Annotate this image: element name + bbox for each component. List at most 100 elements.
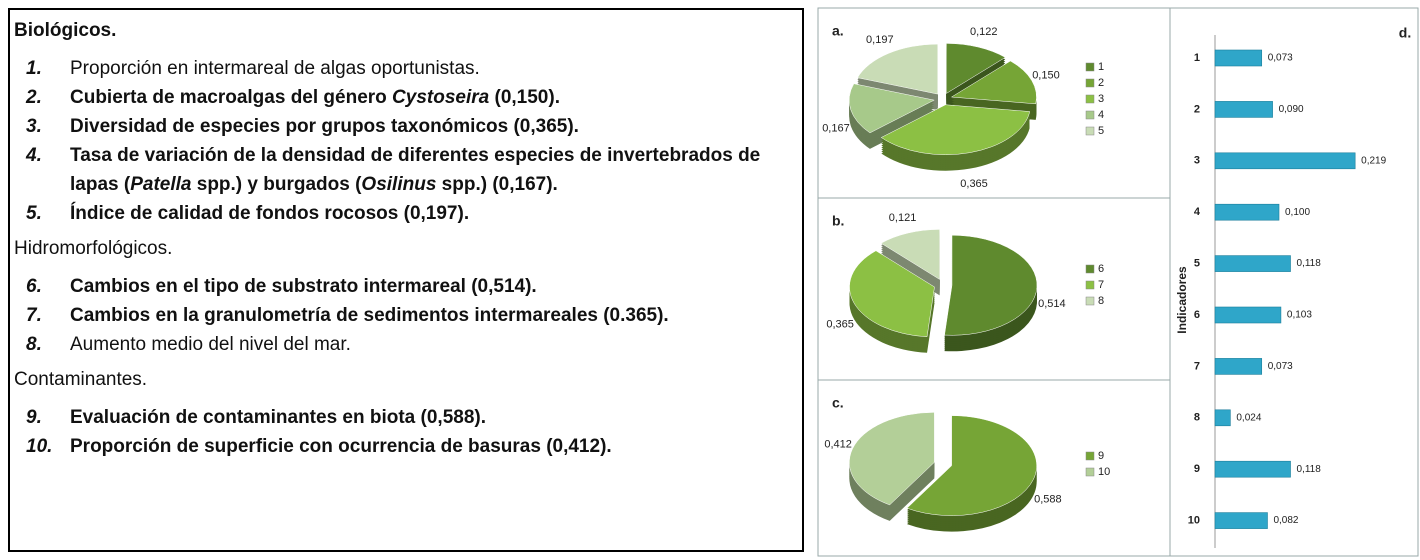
legend-swatch <box>1085 78 1095 88</box>
list-item: 9. Evaluación de contaminantes en biota (… <box>14 403 798 432</box>
text-panel: Biológicos. 1. Proporción en intermareal d… <box>8 8 804 552</box>
item-number: 7. <box>26 305 42 326</box>
pie-slice <box>880 104 1031 155</box>
text-run: Cubierta de macroalgas del género <box>70 87 393 108</box>
item-number: 10. <box>26 436 53 457</box>
legend-label: 4 <box>1098 109 1104 121</box>
bar <box>1214 203 1280 221</box>
list-item: 6. Cambios en el tipo de substrato interm… <box>14 272 798 301</box>
legend-label: 6 <box>1098 263 1104 275</box>
legend-label: 8 <box>1098 295 1104 307</box>
data-label: 0,167 <box>822 122 850 134</box>
text-run: spp.) (0,167). <box>436 174 558 195</box>
data-label: 0,118 <box>1297 464 1322 475</box>
legend-swatch <box>1085 280 1095 290</box>
item-text: Cubierta de macroalgas del género Cystos… <box>70 83 560 112</box>
legend-label: 10 <box>1098 466 1110 478</box>
y-tick-label: 3 <box>1194 155 1200 167</box>
list-item: 2. Cubierta de macroalgas del género Cyst… <box>14 83 798 112</box>
item-text: Tasa de variación de la densidad de dife… <box>70 141 798 199</box>
section-title: Biológicos. <box>14 20 117 41</box>
text-run: Proporción de superficie con ocurrencia … <box>70 436 612 457</box>
item-text: Proporción de superficie con ocurrencia … <box>70 432 612 461</box>
item-text: Aumento medio del nivel del mar. <box>70 330 351 359</box>
data-label: 0,121 <box>889 212 917 224</box>
bar <box>1214 306 1282 324</box>
section: Contaminantes. 9. Evaluación de contaminan… <box>14 369 798 461</box>
legend-swatch <box>1085 94 1095 104</box>
bar <box>1214 358 1263 375</box>
y-tick-label: 1 <box>1194 52 1200 64</box>
pie-slice <box>848 83 935 134</box>
text-run: Cystoseira <box>392 87 490 108</box>
list-item: 3. Diversidad de especies por grupos taxo… <box>14 112 798 141</box>
legend-label: 5 <box>1098 125 1104 137</box>
data-label: 0,103 <box>1287 310 1312 321</box>
y-tick-label: 6 <box>1194 309 1200 321</box>
text-run: Evaluación de contaminantes en biota (0,… <box>70 407 487 428</box>
data-label: 0,090 <box>1279 104 1304 115</box>
bar <box>1214 255 1291 272</box>
data-label: 0,073 <box>1268 361 1293 372</box>
item-number: 1. <box>26 58 42 79</box>
list-item: 4. Tasa de variación de la densidad de di… <box>14 141 798 199</box>
legend-label: 3 <box>1098 93 1104 105</box>
legend-swatch <box>1085 126 1095 136</box>
item-number: 4. <box>26 145 42 166</box>
section-title: Hidromorfológicos. <box>14 238 173 259</box>
item-text: Proporción en intermareal de algas oport… <box>70 54 480 83</box>
text-run: spp.) y burgados ( <box>191 174 362 195</box>
item-text: Cambios en la granulometría de sedimento… <box>70 301 669 330</box>
item-number: 9. <box>26 407 42 428</box>
text-run: Proporción en intermareal de algas oport… <box>70 58 480 79</box>
data-label: 0,588 <box>1034 494 1062 506</box>
data-label: 0,100 <box>1285 207 1310 218</box>
list-item: 5. Índice de calidad de fondos rocosos (0… <box>14 199 798 228</box>
list-item: 8. Aumento medio del nivel del mar. <box>14 330 798 359</box>
legend-swatch <box>1085 296 1095 306</box>
pie-slice <box>849 250 935 338</box>
item-text: Cambios en el tipo de substrato intermar… <box>70 272 537 301</box>
data-label: 0,365 <box>960 178 988 190</box>
item-number: 6. <box>26 276 42 297</box>
bar-frame <box>1169 7 1419 557</box>
y-axis-label: Indicadores <box>1175 266 1189 334</box>
y-tick-label: 5 <box>1194 258 1200 270</box>
y-tick-label: 8 <box>1194 412 1200 424</box>
data-label: 0,150 <box>1032 69 1060 81</box>
data-label: 0,514 <box>1038 298 1066 310</box>
text-run: Índice de calidad de fondos rocosos (0,1… <box>70 203 470 224</box>
legend-swatch <box>1085 467 1095 477</box>
list-item: 10. Proporción de superficie con ocurrenc… <box>14 432 798 461</box>
list-item: 7. Cambios en la granulometría de sedimen… <box>14 301 798 330</box>
chart-title: a. <box>832 23 844 39</box>
item-text: Diversidad de especies por grupos taxonó… <box>70 112 579 141</box>
text-run: (0,150). <box>489 87 560 108</box>
legend-swatch <box>1085 451 1095 461</box>
item-text: Evaluación de contaminantes en biota (0,… <box>70 403 486 432</box>
y-tick-label: 4 <box>1194 206 1201 218</box>
bar <box>1214 101 1273 118</box>
data-label: 0,122 <box>970 26 998 38</box>
data-label: 0,412 <box>824 438 852 450</box>
chart-title: c. <box>832 395 844 411</box>
y-tick-label: 9 <box>1194 463 1200 475</box>
bar <box>1214 512 1268 529</box>
text-run: Osilinus <box>361 174 437 195</box>
bar <box>1214 409 1231 427</box>
item-number: 8. <box>26 334 42 355</box>
data-label: 0,024 <box>1236 412 1261 423</box>
data-label: 0,219 <box>1361 155 1386 166</box>
item-number: 2. <box>26 87 42 108</box>
chart-title: b. <box>832 213 844 229</box>
item-number: 3. <box>26 116 42 137</box>
y-tick-label: 7 <box>1194 360 1200 372</box>
chart-title: d. <box>1399 25 1411 41</box>
text-run: Diversidad de especies por grupos taxonó… <box>70 116 579 137</box>
text-run: Patella <box>130 174 192 195</box>
data-label: 0,118 <box>1297 258 1322 269</box>
pie-slice <box>906 415 1037 516</box>
legend-label: 9 <box>1098 450 1104 462</box>
